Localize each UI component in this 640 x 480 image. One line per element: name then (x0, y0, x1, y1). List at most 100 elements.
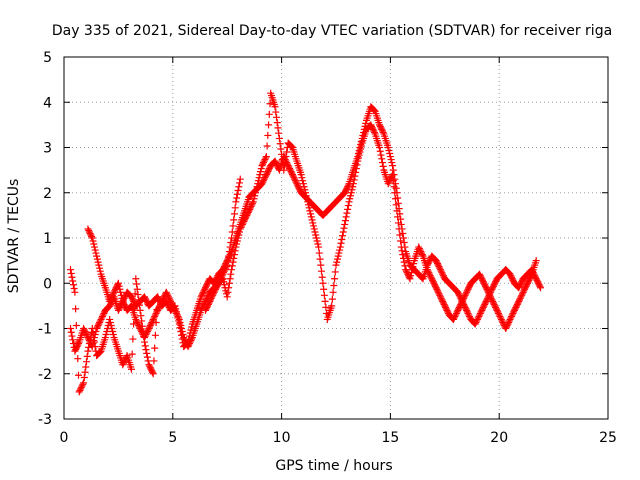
data-point (347, 192, 355, 200)
data-point (442, 303, 450, 311)
data-point (85, 228, 93, 236)
data-point (291, 175, 299, 183)
data-point (479, 305, 487, 313)
data-point (164, 293, 172, 301)
data-point (120, 358, 128, 366)
data-point (481, 299, 489, 307)
data-point (262, 154, 270, 162)
data-point (362, 119, 370, 127)
data-point (397, 243, 405, 251)
grid (64, 57, 608, 419)
data-point (286, 165, 294, 173)
data-point (388, 159, 396, 167)
data-point (535, 281, 543, 289)
data-point (281, 157, 289, 165)
data-point (102, 331, 110, 339)
data-point (230, 216, 238, 224)
data-point (115, 305, 123, 313)
data-point (68, 273, 76, 281)
data-point (519, 288, 527, 296)
data-point (385, 147, 393, 155)
data-point (222, 290, 230, 298)
data-point (74, 341, 82, 349)
data-point (354, 157, 362, 165)
data-point (109, 290, 117, 298)
data-point (376, 121, 384, 129)
data-point (434, 288, 442, 296)
data-point (263, 169, 271, 177)
data-point (135, 321, 143, 329)
data-point (406, 275, 414, 283)
data-point (333, 255, 341, 263)
data-point (515, 284, 523, 292)
data-point (214, 279, 222, 287)
data-point (454, 306, 462, 314)
x-axis: 0 5 10 15 20 25 (60, 57, 617, 446)
data-point (247, 202, 255, 210)
data-point (91, 343, 99, 351)
data-point (222, 263, 230, 271)
data-point (479, 278, 487, 286)
data-point (479, 303, 487, 311)
data-point (510, 306, 518, 314)
data-point (384, 144, 392, 151)
data-point (299, 180, 307, 188)
data-point (252, 186, 260, 194)
data-point (137, 326, 145, 334)
data-point (369, 125, 377, 133)
data-point (490, 281, 498, 289)
data-point (72, 346, 80, 354)
data-point (69, 277, 77, 285)
data-point (199, 290, 207, 298)
data-point (288, 143, 296, 151)
data-point (313, 237, 321, 245)
data-point (278, 150, 286, 158)
y-tick-label: -2 (38, 367, 52, 383)
data-point (398, 247, 406, 255)
data-point (516, 281, 524, 289)
data-point (507, 272, 515, 280)
data-point (532, 275, 540, 283)
data-point (506, 315, 514, 323)
data-point (293, 180, 301, 188)
data-point (96, 267, 104, 275)
data-point (342, 213, 350, 221)
data-point (436, 264, 444, 272)
data-point (344, 202, 352, 210)
data-point (237, 223, 245, 231)
data-point (72, 305, 80, 313)
y-tick-label: 4 (43, 95, 52, 111)
data-point (450, 315, 458, 323)
data-point (451, 312, 459, 320)
data-point (453, 308, 461, 316)
data-point (303, 195, 311, 203)
data-point (481, 300, 489, 308)
data-point (294, 181, 302, 189)
data-point (508, 273, 516, 281)
data-point (129, 335, 137, 343)
data-point (157, 299, 165, 307)
data-point (114, 306, 122, 314)
data-point (513, 300, 521, 308)
data-point (149, 370, 157, 378)
data-point (489, 284, 497, 292)
data-point (439, 297, 447, 305)
data-point (82, 358, 90, 366)
data-point (225, 279, 233, 287)
data-point (97, 315, 105, 323)
data-point (141, 332, 149, 340)
data-point (238, 222, 246, 230)
data-point (143, 329, 151, 337)
data-point (141, 342, 149, 350)
y-tick-label: -3 (38, 412, 52, 428)
data-point (378, 155, 386, 163)
data-point (216, 276, 224, 284)
data-point (107, 294, 115, 302)
data-point (282, 153, 290, 161)
data-point (434, 260, 442, 268)
data-point (473, 317, 481, 325)
data-point (336, 243, 344, 251)
data-point (440, 300, 448, 308)
data-point (168, 300, 176, 308)
data-point (537, 284, 545, 292)
